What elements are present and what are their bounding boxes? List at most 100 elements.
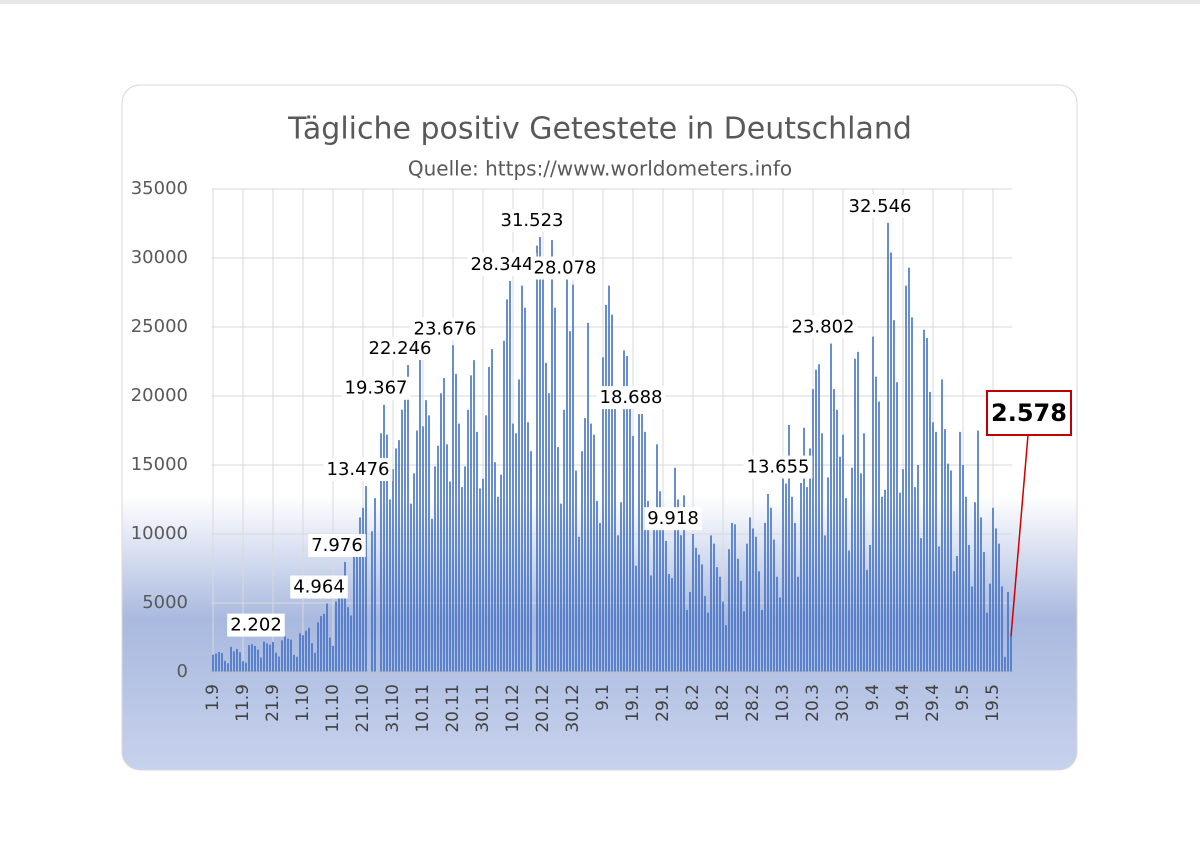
- bar: [473, 360, 475, 672]
- bar: [482, 478, 484, 672]
- bar: [788, 424, 790, 672]
- bar: [770, 507, 772, 672]
- bar: [362, 507, 364, 672]
- bar: [1010, 636, 1012, 672]
- bar: [686, 609, 688, 672]
- bar: [536, 245, 538, 672]
- bar: [581, 451, 583, 672]
- bar: [476, 431, 478, 672]
- bar: [974, 502, 976, 672]
- data-label-bg: [290, 575, 348, 599]
- bar: [935, 431, 937, 672]
- bar: [797, 576, 799, 672]
- bar: [332, 645, 334, 672]
- bar: [857, 351, 859, 672]
- bar: [587, 322, 589, 672]
- y-tick-label: 15000: [131, 454, 188, 475]
- bar: [749, 517, 751, 672]
- bar: [605, 304, 607, 672]
- bar: [440, 393, 442, 672]
- data-label-bg: [323, 458, 393, 482]
- bar: [632, 436, 634, 672]
- bar: [248, 645, 250, 672]
- bar: [653, 516, 655, 672]
- bar: [752, 528, 754, 672]
- bar: [677, 499, 679, 672]
- bar: [458, 423, 460, 672]
- x-tick-label: 21.9: [263, 684, 283, 722]
- x-tick-label: 30.11: [473, 684, 493, 733]
- bar: [731, 522, 733, 672]
- bar: [815, 369, 817, 672]
- x-tick-label: 8.2: [683, 684, 703, 711]
- x-tick-label: 9.4: [863, 684, 883, 711]
- bar: [461, 487, 463, 672]
- bar: [365, 486, 367, 672]
- bar: [353, 553, 355, 672]
- bar: [725, 625, 727, 672]
- bar: [968, 545, 970, 672]
- bar: [887, 222, 889, 672]
- data-label: 32.546: [849, 196, 912, 217]
- bar: [1004, 656, 1006, 672]
- bar: [986, 612, 988, 672]
- bar: [956, 556, 958, 672]
- bar: [542, 271, 544, 672]
- bar: [296, 656, 298, 672]
- data-label-bg: [845, 194, 915, 218]
- bar: [899, 492, 901, 672]
- bar: [467, 409, 469, 672]
- x-tick-label: 18.2: [713, 684, 733, 722]
- bar: [893, 320, 895, 672]
- bar: [941, 379, 943, 672]
- bar: [395, 448, 397, 672]
- bar: [923, 329, 925, 672]
- bar: [932, 422, 934, 672]
- bar: [926, 338, 928, 672]
- bar: [218, 651, 220, 672]
- x-tick-label: 21.10: [353, 684, 373, 733]
- bar: [680, 535, 682, 672]
- bar: [308, 627, 310, 672]
- bar: [563, 409, 565, 672]
- bar: [662, 528, 664, 672]
- x-tick-label: 11.10: [323, 684, 343, 733]
- data-label: 23.676: [414, 318, 477, 339]
- bar: [719, 576, 721, 672]
- bar: [704, 596, 706, 672]
- bar: [512, 423, 514, 672]
- bar: [320, 616, 322, 672]
- bar: [698, 554, 700, 672]
- bar: [593, 434, 595, 672]
- x-tick-label: 30.12: [563, 684, 583, 733]
- bar: [962, 465, 964, 672]
- data-label: 13.476: [327, 459, 390, 480]
- bar: [293, 654, 295, 672]
- bar: [812, 389, 814, 672]
- x-tick-label: 19.5: [983, 684, 1003, 722]
- bar: [809, 448, 811, 672]
- bar: [890, 252, 892, 673]
- bar: [650, 575, 652, 672]
- bar: [449, 481, 451, 672]
- bar: [695, 547, 697, 672]
- bar: [464, 466, 466, 672]
- bar: [608, 285, 610, 672]
- bar: [452, 345, 454, 672]
- bar: [437, 445, 439, 672]
- bar: [836, 409, 838, 672]
- bar: [380, 433, 382, 672]
- bar: [572, 284, 574, 672]
- bar: [734, 524, 736, 672]
- bar: [338, 585, 340, 672]
- bar: [269, 644, 271, 672]
- bar: [992, 507, 994, 672]
- bar: [629, 405, 631, 672]
- bar: [284, 636, 286, 672]
- data-label: 4.964: [293, 576, 345, 597]
- y-tick-label: 10000: [131, 523, 188, 544]
- bar: [863, 433, 865, 672]
- callout-box: [986, 390, 1072, 436]
- bar: [500, 474, 502, 672]
